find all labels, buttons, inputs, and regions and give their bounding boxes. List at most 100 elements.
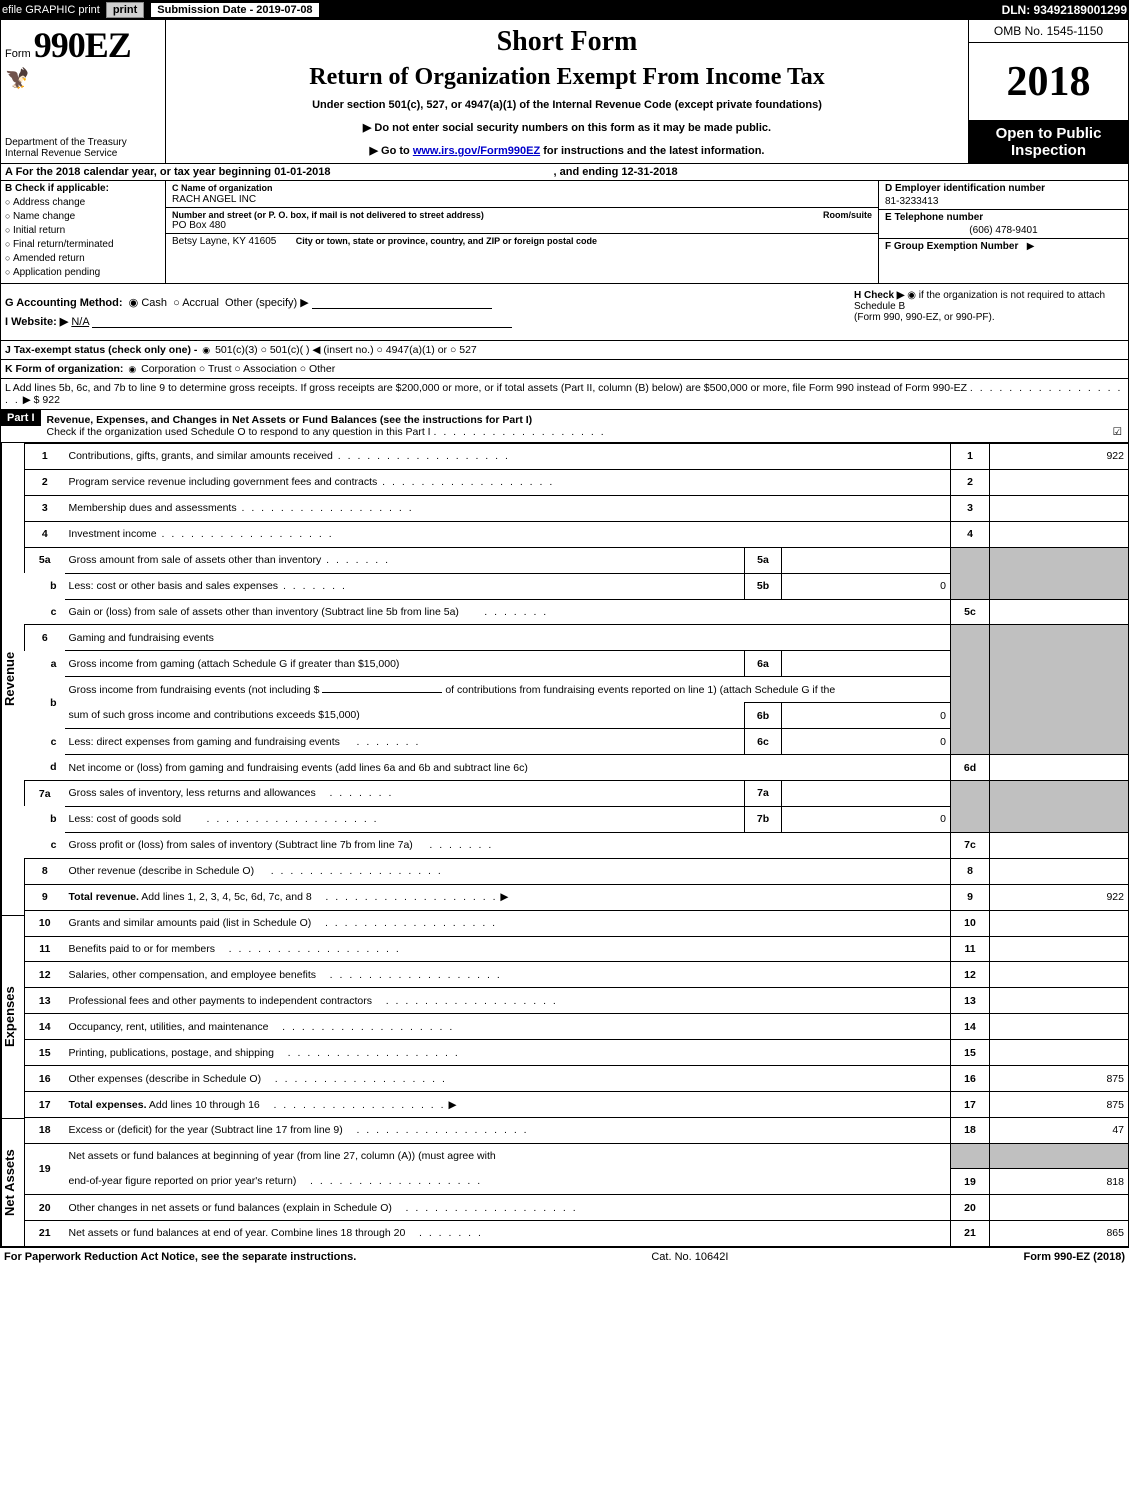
i-website: N/A: [71, 316, 89, 328]
section-b-title: B Check if applicable:: [5, 183, 161, 194]
k-label: K Form of organization:: [5, 363, 123, 375]
ln7c-rnum: 7c: [951, 832, 990, 858]
f-label: F Group Exemption Number: [885, 241, 1018, 252]
ln18-desc: Excess or (deficit) for the year (Subtra…: [65, 1117, 951, 1143]
ln6a-mval: [782, 651, 951, 677]
ln6c-mid: 6c: [745, 729, 782, 755]
g-cash[interactable]: Cash: [141, 297, 167, 309]
irs-link[interactable]: www.irs.gov/Form990EZ: [413, 145, 540, 157]
line-a: A For the 2018 calendar year, or tax yea…: [0, 164, 1129, 181]
ln12-rnum: 12: [951, 962, 990, 988]
open-public-1: Open to Public: [996, 125, 1102, 142]
ln6b-input[interactable]: [322, 692, 442, 693]
ln5c-val: [990, 599, 1129, 625]
c-addr: PO Box 480: [172, 220, 226, 231]
ln13-val: [990, 988, 1129, 1014]
under-section: Under section 501(c), 527, or 4947(a)(1)…: [170, 99, 964, 111]
g-accrual[interactable]: Accrual: [182, 297, 219, 309]
short-form-title: Short Form: [170, 26, 964, 58]
ln17-rnum: 17: [951, 1092, 990, 1118]
ln6d-rnum: 6d: [951, 755, 990, 781]
return-title: Return of Organization Exempt From Incom…: [170, 64, 964, 91]
cb-name-change[interactable]: Name change: [5, 211, 161, 222]
d-label: D Employer identification number: [885, 183, 1045, 194]
right-info: D Employer identification number 81-3233…: [878, 181, 1128, 283]
ln20-num: 20: [25, 1195, 65, 1221]
h-text2: (Form 990, 990-EZ, or 990-PF).: [854, 312, 995, 323]
ln6a-desc: Gross income from gaming (attach Schedul…: [65, 651, 745, 677]
ln21-val: 865: [990, 1220, 1129, 1246]
form-prefix: Form: [5, 48, 31, 60]
ln11-rnum: 11: [951, 936, 990, 962]
cb-application-pending[interactable]: Application pending: [5, 267, 161, 278]
part-1-checkbox[interactable]: [1109, 426, 1122, 438]
ln15-rnum: 15: [951, 1040, 990, 1066]
cb-final-return[interactable]: Final return/terminated: [5, 239, 161, 250]
k-corp[interactable]: [126, 363, 138, 375]
ln6d-val: [990, 755, 1129, 781]
ln21-rnum: 21: [951, 1220, 990, 1246]
ln5a-mid: 5a: [745, 547, 782, 573]
ln4-desc: Investment income: [65, 521, 951, 547]
j-501c3[interactable]: [200, 344, 212, 356]
ln1-val: 922: [990, 444, 1129, 470]
footer-left: For Paperwork Reduction Act Notice, see …: [4, 1251, 356, 1263]
ln6-desc: Gaming and fundraising events: [65, 625, 951, 651]
open-public-2: Inspection: [1011, 142, 1086, 159]
ln17-val: 875: [990, 1092, 1129, 1118]
cb-address-change[interactable]: Address change: [5, 197, 161, 208]
ln7a-mid: 7a: [745, 780, 782, 806]
ln4-val: [990, 521, 1129, 547]
ln11-desc: Benefits paid to or for members: [65, 936, 951, 962]
g-other[interactable]: Other (specify) ▶: [225, 297, 309, 309]
ln20-rnum: 20: [951, 1195, 990, 1221]
cb-amended-return[interactable]: Amended return: [5, 253, 161, 264]
ln13-desc: Professional fees and other payments to …: [65, 988, 951, 1014]
ln14-rnum: 14: [951, 1014, 990, 1040]
l-amount: ▶ $ 922: [23, 394, 60, 406]
netassets-label: Net Assets: [1, 1119, 24, 1247]
ln7-shade: [951, 780, 990, 832]
g-label: G Accounting Method:: [5, 297, 123, 309]
j-label: J Tax-exempt status (check only one) -: [5, 344, 197, 356]
ln7b-mid: 7b: [745, 806, 782, 832]
ln19-shade: [951, 1143, 990, 1168]
ln9-num: 9: [25, 884, 65, 910]
ln6c-num: c: [25, 729, 65, 755]
line-k: K Form of organization: Corporation ○ Tr…: [0, 360, 1129, 379]
ln7a-num: 7a: [25, 780, 65, 806]
tax-year: 2018: [969, 43, 1128, 121]
gh-block: G Accounting Method: ◉ Cash ○ Accrual Ot…: [0, 284, 1129, 341]
cb-initial-return[interactable]: Initial return: [5, 225, 161, 236]
ln10-val: [990, 910, 1129, 936]
line-j: J Tax-exempt status (check only one) - 5…: [0, 341, 1129, 360]
part-1-check: Check if the organization used Schedule …: [47, 426, 431, 438]
print-button[interactable]: print: [106, 2, 144, 18]
ln16-val: 875: [990, 1066, 1129, 1092]
ln2-num: 2: [25, 469, 65, 495]
g-other-input[interactable]: [312, 308, 492, 309]
ln6-num: 6: [25, 625, 65, 651]
ln8-rnum: 8: [951, 858, 990, 884]
ln19-shade2: [990, 1143, 1129, 1168]
ln16-rnum: 16: [951, 1066, 990, 1092]
ln19-rnum: 19: [951, 1169, 990, 1195]
c-addr-label: Number and street (or P. O. box, if mail…: [172, 210, 484, 220]
j-opts: 501(c)(3) ○ 501(c)( ) ◀ (insert no.) ○ 4…: [215, 344, 477, 356]
ln5c-desc: Gain or (loss) from sale of assets other…: [65, 599, 951, 625]
footer-right: Form 990-EZ (2018): [1023, 1251, 1125, 1263]
revenue-label: Revenue: [1, 443, 24, 916]
ln7a-desc: Gross sales of inventory, less returns a…: [65, 780, 745, 806]
eagle-icon: 🦅: [5, 66, 30, 91]
i-underline: [92, 327, 512, 328]
c-city-label: City or town, state or province, country…: [296, 236, 597, 246]
ln8-desc: Other revenue (describe in Schedule O): [65, 858, 951, 884]
part-1-dots: [434, 426, 606, 438]
ln18-rnum: 18: [951, 1117, 990, 1143]
ln4-rnum: 4: [951, 521, 990, 547]
c-room-label: Room/suite: [823, 210, 872, 220]
c-org-name: RACH ANGEL INC: [172, 194, 256, 205]
ln6a-num: a: [25, 651, 65, 677]
ln16-num: 16: [25, 1066, 65, 1092]
ln13-num: 13: [25, 988, 65, 1014]
